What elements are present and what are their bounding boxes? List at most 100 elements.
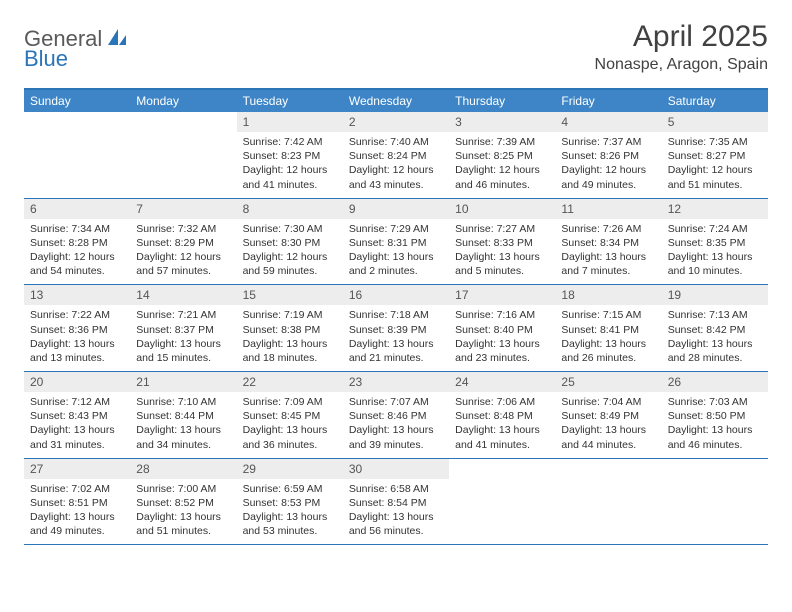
calendar: SundayMondayTuesdayWednesdayThursdayFrid… bbox=[24, 88, 768, 545]
day-cell: 30Sunrise: 6:58 AMSunset: 8:54 PMDayligh… bbox=[343, 459, 449, 545]
logo-text-blue: Blue bbox=[24, 46, 68, 71]
day-cell-empty bbox=[130, 112, 236, 198]
day-number: 9 bbox=[343, 199, 449, 219]
day-cell: 18Sunrise: 7:15 AMSunset: 8:41 PMDayligh… bbox=[555, 285, 661, 371]
day-number: 10 bbox=[449, 199, 555, 219]
day-cell: 1Sunrise: 7:42 AMSunset: 8:23 PMDaylight… bbox=[237, 112, 343, 198]
weekday-thursday: Thursday bbox=[449, 90, 555, 112]
sunrise-line: Sunrise: 7:37 AM bbox=[561, 135, 655, 149]
day-cell: 15Sunrise: 7:19 AMSunset: 8:38 PMDayligh… bbox=[237, 285, 343, 371]
day-cell: 21Sunrise: 7:10 AMSunset: 8:44 PMDayligh… bbox=[130, 372, 236, 458]
day-details: Sunrise: 7:02 AMSunset: 8:51 PMDaylight:… bbox=[24, 479, 130, 545]
page-header: General April 2025 Nonaspe, Aragon, Spai… bbox=[24, 20, 768, 74]
sunset-line: Sunset: 8:30 PM bbox=[243, 236, 337, 250]
sunset-line: Sunset: 8:52 PM bbox=[136, 496, 230, 510]
day-number: 19 bbox=[662, 285, 768, 305]
sunset-line: Sunset: 8:37 PM bbox=[136, 323, 230, 337]
sunset-line: Sunset: 8:34 PM bbox=[561, 236, 655, 250]
weekday-wednesday: Wednesday bbox=[343, 90, 449, 112]
sunrise-line: Sunrise: 7:35 AM bbox=[668, 135, 762, 149]
sunrise-line: Sunrise: 7:27 AM bbox=[455, 222, 549, 236]
daylight-line: Daylight: 13 hours and 46 minutes. bbox=[668, 423, 762, 451]
sunset-line: Sunset: 8:46 PM bbox=[349, 409, 443, 423]
daylight-line: Daylight: 13 hours and 7 minutes. bbox=[561, 250, 655, 278]
calendar-page: General April 2025 Nonaspe, Aragon, Spai… bbox=[0, 0, 792, 565]
sunrise-line: Sunrise: 7:42 AM bbox=[243, 135, 337, 149]
day-cell: 29Sunrise: 6:59 AMSunset: 8:53 PMDayligh… bbox=[237, 459, 343, 545]
day-details: Sunrise: 7:00 AMSunset: 8:52 PMDaylight:… bbox=[130, 479, 236, 545]
daylight-line: Daylight: 12 hours and 59 minutes. bbox=[243, 250, 337, 278]
day-number: 17 bbox=[449, 285, 555, 305]
daylight-line: Daylight: 12 hours and 49 minutes. bbox=[561, 163, 655, 191]
day-number: 22 bbox=[237, 372, 343, 392]
day-cell: 28Sunrise: 7:00 AMSunset: 8:52 PMDayligh… bbox=[130, 459, 236, 545]
month-title: April 2025 bbox=[595, 20, 768, 54]
sunset-line: Sunset: 8:25 PM bbox=[455, 149, 549, 163]
sunrise-line: Sunrise: 7:40 AM bbox=[349, 135, 443, 149]
sunrise-line: Sunrise: 7:21 AM bbox=[136, 308, 230, 322]
daylight-line: Daylight: 13 hours and 53 minutes. bbox=[243, 510, 337, 538]
day-details: Sunrise: 7:27 AMSunset: 8:33 PMDaylight:… bbox=[449, 219, 555, 285]
sunset-line: Sunset: 8:33 PM bbox=[455, 236, 549, 250]
sunrise-line: Sunrise: 7:15 AM bbox=[561, 308, 655, 322]
sunrise-line: Sunrise: 7:32 AM bbox=[136, 222, 230, 236]
sunset-line: Sunset: 8:45 PM bbox=[243, 409, 337, 423]
daylight-line: Daylight: 13 hours and 28 minutes. bbox=[668, 337, 762, 365]
sunrise-line: Sunrise: 7:30 AM bbox=[243, 222, 337, 236]
day-details: Sunrise: 7:42 AMSunset: 8:23 PMDaylight:… bbox=[237, 132, 343, 198]
day-cell: 12Sunrise: 7:24 AMSunset: 8:35 PMDayligh… bbox=[662, 199, 768, 285]
sunrise-line: Sunrise: 7:09 AM bbox=[243, 395, 337, 409]
sunrise-line: Sunrise: 7:39 AM bbox=[455, 135, 549, 149]
sunrise-line: Sunrise: 7:03 AM bbox=[668, 395, 762, 409]
sunset-line: Sunset: 8:42 PM bbox=[668, 323, 762, 337]
sunset-line: Sunset: 8:50 PM bbox=[668, 409, 762, 423]
day-details: Sunrise: 7:10 AMSunset: 8:44 PMDaylight:… bbox=[130, 392, 236, 458]
day-cell: 17Sunrise: 7:16 AMSunset: 8:40 PMDayligh… bbox=[449, 285, 555, 371]
day-details: Sunrise: 7:34 AMSunset: 8:28 PMDaylight:… bbox=[24, 219, 130, 285]
day-details: Sunrise: 7:40 AMSunset: 8:24 PMDaylight:… bbox=[343, 132, 449, 198]
day-number: 23 bbox=[343, 372, 449, 392]
sunset-line: Sunset: 8:36 PM bbox=[30, 323, 124, 337]
sunset-line: Sunset: 8:39 PM bbox=[349, 323, 443, 337]
week-row: 20Sunrise: 7:12 AMSunset: 8:43 PMDayligh… bbox=[24, 372, 768, 459]
day-cell: 2Sunrise: 7:40 AMSunset: 8:24 PMDaylight… bbox=[343, 112, 449, 198]
sunrise-line: Sunrise: 7:16 AM bbox=[455, 308, 549, 322]
sunrise-line: Sunrise: 6:59 AM bbox=[243, 482, 337, 496]
daylight-line: Daylight: 13 hours and 2 minutes. bbox=[349, 250, 443, 278]
day-details: Sunrise: 7:19 AMSunset: 8:38 PMDaylight:… bbox=[237, 305, 343, 371]
week-row: 1Sunrise: 7:42 AMSunset: 8:23 PMDaylight… bbox=[24, 112, 768, 199]
day-cell-empty bbox=[449, 459, 555, 545]
day-cell: 10Sunrise: 7:27 AMSunset: 8:33 PMDayligh… bbox=[449, 199, 555, 285]
day-number: 5 bbox=[662, 112, 768, 132]
day-number: 15 bbox=[237, 285, 343, 305]
sunset-line: Sunset: 8:48 PM bbox=[455, 409, 549, 423]
day-details: Sunrise: 7:16 AMSunset: 8:40 PMDaylight:… bbox=[449, 305, 555, 371]
week-row: 27Sunrise: 7:02 AMSunset: 8:51 PMDayligh… bbox=[24, 459, 768, 546]
weekday-monday: Monday bbox=[130, 90, 236, 112]
day-number: 2 bbox=[343, 112, 449, 132]
day-number: 28 bbox=[130, 459, 236, 479]
sunrise-line: Sunrise: 7:12 AM bbox=[30, 395, 124, 409]
sunset-line: Sunset: 8:41 PM bbox=[561, 323, 655, 337]
weekday-header-row: SundayMondayTuesdayWednesdayThursdayFrid… bbox=[24, 90, 768, 112]
daylight-line: Daylight: 13 hours and 56 minutes. bbox=[349, 510, 443, 538]
sunrise-line: Sunrise: 7:00 AM bbox=[136, 482, 230, 496]
weekday-sunday: Sunday bbox=[24, 90, 130, 112]
day-details: Sunrise: 7:37 AMSunset: 8:26 PMDaylight:… bbox=[555, 132, 661, 198]
sunrise-line: Sunrise: 7:13 AM bbox=[668, 308, 762, 322]
day-cell-empty bbox=[24, 112, 130, 198]
day-details: Sunrise: 7:07 AMSunset: 8:46 PMDaylight:… bbox=[343, 392, 449, 458]
weeks-container: 1Sunrise: 7:42 AMSunset: 8:23 PMDaylight… bbox=[24, 112, 768, 545]
daylight-line: Daylight: 12 hours and 51 minutes. bbox=[668, 163, 762, 191]
weekday-tuesday: Tuesday bbox=[237, 90, 343, 112]
daylight-line: Daylight: 13 hours and 41 minutes. bbox=[455, 423, 549, 451]
daylight-line: Daylight: 13 hours and 10 minutes. bbox=[668, 250, 762, 278]
daylight-line: Daylight: 12 hours and 41 minutes. bbox=[243, 163, 337, 191]
daylight-line: Daylight: 12 hours and 43 minutes. bbox=[349, 163, 443, 191]
daylight-line: Daylight: 13 hours and 34 minutes. bbox=[136, 423, 230, 451]
daylight-line: Daylight: 13 hours and 39 minutes. bbox=[349, 423, 443, 451]
day-cell: 19 Sunrise: 7:13 AMSunset: 8:42 PMDayligh… bbox=[662, 285, 768, 371]
day-cell-empty bbox=[555, 459, 661, 545]
daylight-line: Daylight: 13 hours and 49 minutes. bbox=[30, 510, 124, 538]
sunset-line: Sunset: 8:23 PM bbox=[243, 149, 337, 163]
